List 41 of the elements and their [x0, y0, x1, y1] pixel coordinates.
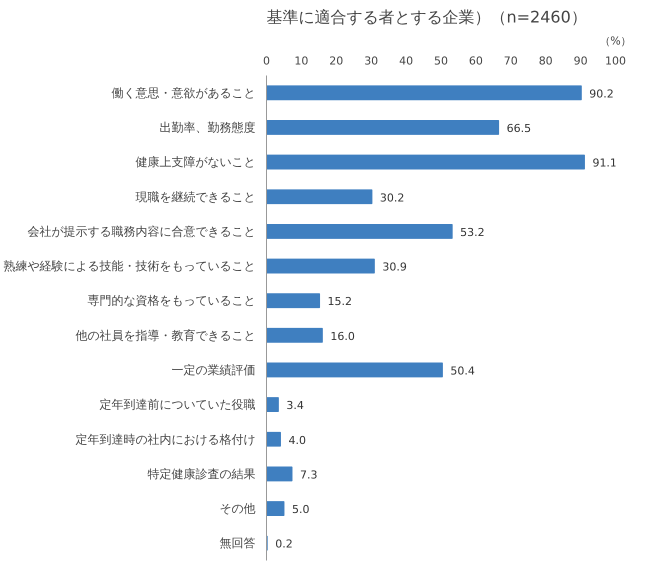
y-tick-label: 特定健康診査の結果 [148, 466, 256, 481]
x-tick-label: 70 [504, 54, 518, 68]
y-tick-label: 現職を継続できること [136, 190, 256, 204]
data-label: 5.0 [292, 503, 310, 516]
x-tick-label: 20 [329, 54, 344, 68]
data-label: 91.1 [592, 156, 617, 170]
data-label: 4.0 [288, 434, 306, 447]
y-tick-label: 会社が提示する職務内容に合意できること [28, 224, 256, 238]
data-label: 15.2 [328, 295, 352, 308]
x-tick-label: 60 [468, 54, 483, 68]
y-tick-label: 健康上支障がないこと [136, 155, 256, 170]
data-label: 7.3 [300, 468, 318, 482]
y-tick-label: 一定の業績評価 [172, 362, 256, 377]
data-label: 66.5 [506, 122, 532, 135]
y-tick-label: 熟練や経験による技能・技術をもっていること [4, 259, 256, 274]
data-label: 53.2 [460, 226, 485, 239]
data-label: 30.2 [380, 191, 404, 204]
y-tick-label: 定年到達前についていた役職 [100, 398, 256, 412]
x-axis-title: （%） [599, 34, 632, 48]
y-tick-label: 他の社員を指導・教育できること [76, 328, 256, 342]
y-tick-label: 出勤率、勤務態度 [160, 120, 256, 134]
x-tick-label: 0 [263, 54, 270, 68]
data-label: 16.0 [330, 330, 355, 343]
y-tick-label: 定年到達時の社内における格付け [76, 432, 256, 446]
y-tick-label: 働く意思・意欲があること [112, 86, 256, 100]
x-tick-label: 50 [434, 54, 448, 68]
x-tick-label: 40 [399, 54, 414, 68]
data-label: 0.2 [275, 538, 293, 551]
x-tick-label: 30 [364, 54, 378, 68]
x-tick-label: 90 [574, 54, 588, 68]
data-label: 30.9 [382, 260, 407, 274]
x-tick-label: 10 [294, 54, 308, 68]
y-tick-label: その他 [220, 502, 256, 516]
chart-title: 基準に適合する者とする企業）（n=2460） [266, 8, 587, 26]
x-tick-label: 80 [538, 54, 553, 68]
x-tick-label: 100 [605, 54, 626, 68]
data-label: 3.4 [286, 399, 304, 412]
y-tick-label: 無回答 [220, 536, 256, 550]
y-tick-label: 専門的な資格をもっていること [88, 294, 256, 308]
data-label: 50.4 [450, 364, 475, 378]
data-label: 90.2 [589, 87, 614, 100]
